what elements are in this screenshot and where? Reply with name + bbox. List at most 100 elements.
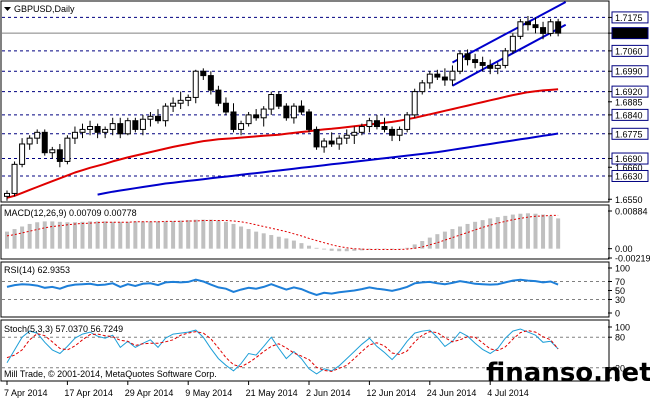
macd-title: MACD(12,26,9) 0.00709 0.00778	[4, 208, 137, 218]
macd-bar-32	[246, 229, 251, 249]
candle-body-54	[411, 91, 418, 116]
candle-body-15	[117, 123, 124, 135]
rsi-tick-label-2: 50	[615, 286, 625, 296]
macd-bar-60	[458, 226, 462, 249]
macd-bar-15	[118, 221, 123, 249]
watermark: finanso.net	[486, 358, 650, 388]
macd-bar-8	[65, 222, 70, 249]
price-label-0: 1.7175	[615, 13, 643, 23]
candle-body-40	[306, 111, 312, 130]
macd-bar-23	[178, 220, 183, 249]
candle-body-22	[170, 102, 177, 107]
time-label-5: 2 Jun 2014	[306, 388, 351, 398]
macd-bar-28	[216, 220, 221, 249]
collapse-triangle-icon[interactable]	[4, 7, 11, 11]
candle-body-59	[449, 70, 456, 81]
stoch-signal-line	[6, 330, 559, 372]
candle-body-24	[185, 96, 192, 101]
candle-body-65	[494, 64, 501, 69]
channel-lower-line	[451, 23, 567, 87]
candle-body-0	[4, 192, 10, 197]
macd-bar-19	[148, 221, 153, 249]
macd-bar-25	[193, 219, 198, 249]
symbol-label: GBPUSD,Daily	[14, 4, 75, 14]
macd-bar-53	[405, 247, 410, 249]
candle-body-23	[177, 99, 184, 104]
candle-body-71	[540, 27, 547, 34]
macd-bar-55	[420, 240, 425, 249]
price-label-11: 1.6550	[615, 195, 643, 205]
rsi-title: RSI(14) 62.9353	[4, 265, 70, 275]
candle-body-21	[162, 105, 169, 122]
stoch-tick-label-1: 80	[615, 333, 625, 343]
macd-bar-36	[276, 236, 281, 249]
channel-upper-line	[451, 1, 567, 64]
time-label-6: 12 Jun 2014	[366, 388, 416, 398]
macd-bar-65	[495, 217, 500, 249]
macd-bar-38	[291, 240, 296, 249]
candle-body-68	[517, 21, 524, 37]
time-axis: 7 Apr 2014 17 Apr 2014 29 Apr 2014 9 May 20…	[4, 381, 529, 398]
candle-body-16	[124, 120, 131, 135]
macd-bar-69	[525, 213, 530, 249]
macd-bar-63	[480, 220, 485, 249]
candle-body-50	[381, 126, 388, 130]
candle-body-39	[298, 105, 305, 113]
rsi-tick-label-1: 70	[615, 277, 625, 287]
candle-body-69	[524, 21, 531, 26]
macd-bar-57	[435, 234, 440, 249]
candle-body-19	[147, 115, 154, 120]
macd-bar-10	[80, 221, 85, 249]
candle-body-56	[426, 73, 433, 84]
candle-body-28	[215, 89, 222, 104]
candle-body-6	[49, 149, 56, 154]
macd-bar-12	[95, 221, 100, 249]
macd-bar-59	[450, 229, 455, 249]
sma-short-line	[6, 88, 559, 199]
candle-body-10	[79, 128, 86, 133]
macd-bar-39	[299, 243, 304, 249]
macd-tick-label-2: -0.00219	[615, 254, 650, 264]
candle-body-12	[94, 126, 101, 133]
candle-body-35	[268, 94, 275, 110]
candle-body-48	[366, 120, 373, 128]
macd-indicator: 0.00884 0.00-0.00219	[5, 207, 650, 264]
price-label-1: 1.7121	[615, 29, 643, 39]
candle-body-44	[336, 137, 343, 145]
candle-body-2	[19, 143, 26, 165]
macd-bar-26	[201, 219, 206, 249]
macd-bar-37	[284, 238, 289, 249]
macd-bar-31	[239, 226, 244, 249]
candle-body-25	[192, 70, 199, 98]
macd-bar-56	[427, 237, 432, 249]
macd-bar-47	[359, 248, 364, 251]
macd-bar-5	[42, 221, 47, 249]
candle-body-4	[34, 131, 41, 139]
price-label-2: 1.7060	[615, 46, 643, 56]
candle-body-43	[328, 140, 335, 145]
candle-body-17	[132, 120, 139, 130]
candle-body-52	[396, 128, 403, 136]
macd-bar-71	[541, 214, 546, 249]
macd-bar-61	[465, 223, 470, 249]
moving-averages	[6, 88, 559, 199]
time-label-3: 9 May 2014	[185, 388, 232, 398]
macd-bar-62	[473, 221, 478, 249]
macd-bar-27	[208, 219, 213, 249]
macd-bar-46	[352, 248, 357, 251]
candle-body-14	[109, 123, 116, 130]
macd-bar-44	[337, 248, 342, 252]
candle-body-37	[283, 105, 290, 119]
macd-bar-70	[533, 213, 538, 249]
macd-bar-35	[269, 235, 274, 249]
macd-bar-16	[125, 221, 130, 249]
candle-body-18	[139, 118, 146, 130]
candle-body-64	[487, 64, 494, 69]
macd-bar-7	[57, 221, 62, 249]
candle-body-73	[555, 21, 562, 34]
candle-body-36	[275, 94, 282, 107]
macd-bar-29	[223, 221, 228, 249]
